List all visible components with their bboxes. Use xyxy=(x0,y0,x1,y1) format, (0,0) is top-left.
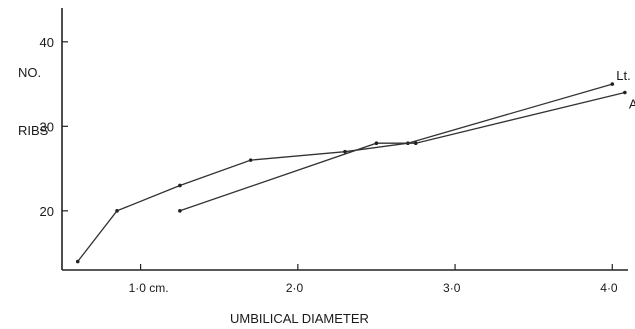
axes xyxy=(61,8,628,271)
data-point xyxy=(75,259,80,264)
y-tick-label: 40 xyxy=(40,35,54,50)
series-group: Lt. A xyxy=(75,68,635,264)
data-point xyxy=(610,82,615,86)
x-tick-label: 3·0 xyxy=(443,281,461,295)
data-point xyxy=(248,158,253,162)
x-axis-ticks: 1·0 cm. 2·0 3·0 4·0 xyxy=(129,264,618,295)
series-label-a: A xyxy=(629,97,635,112)
x-axis-label: UMBILICAL DIAMETER xyxy=(230,311,369,326)
data-point xyxy=(343,149,347,154)
series-label-lt: Lt. xyxy=(616,68,630,83)
y-tick-label: 20 xyxy=(40,204,54,219)
series-line-lt xyxy=(77,83,613,262)
y-axis-label-line1: NO. xyxy=(18,65,41,80)
data-point xyxy=(178,183,182,188)
data-point xyxy=(374,141,379,146)
data-point xyxy=(178,209,182,213)
data-point xyxy=(413,141,418,146)
data-point xyxy=(623,90,627,95)
series-line-a xyxy=(179,91,626,212)
x-tick-label: 2·0 xyxy=(286,281,304,295)
y-axis-ticks: 20 30 40 xyxy=(40,35,68,219)
y-tick-label: 30 xyxy=(40,119,54,134)
data-point xyxy=(115,209,119,213)
x-tick-label: 1·0 cm. xyxy=(129,281,169,295)
y-axis-label-line2: RIBS xyxy=(18,123,49,138)
x-tick-label: 4·0 xyxy=(600,281,618,295)
